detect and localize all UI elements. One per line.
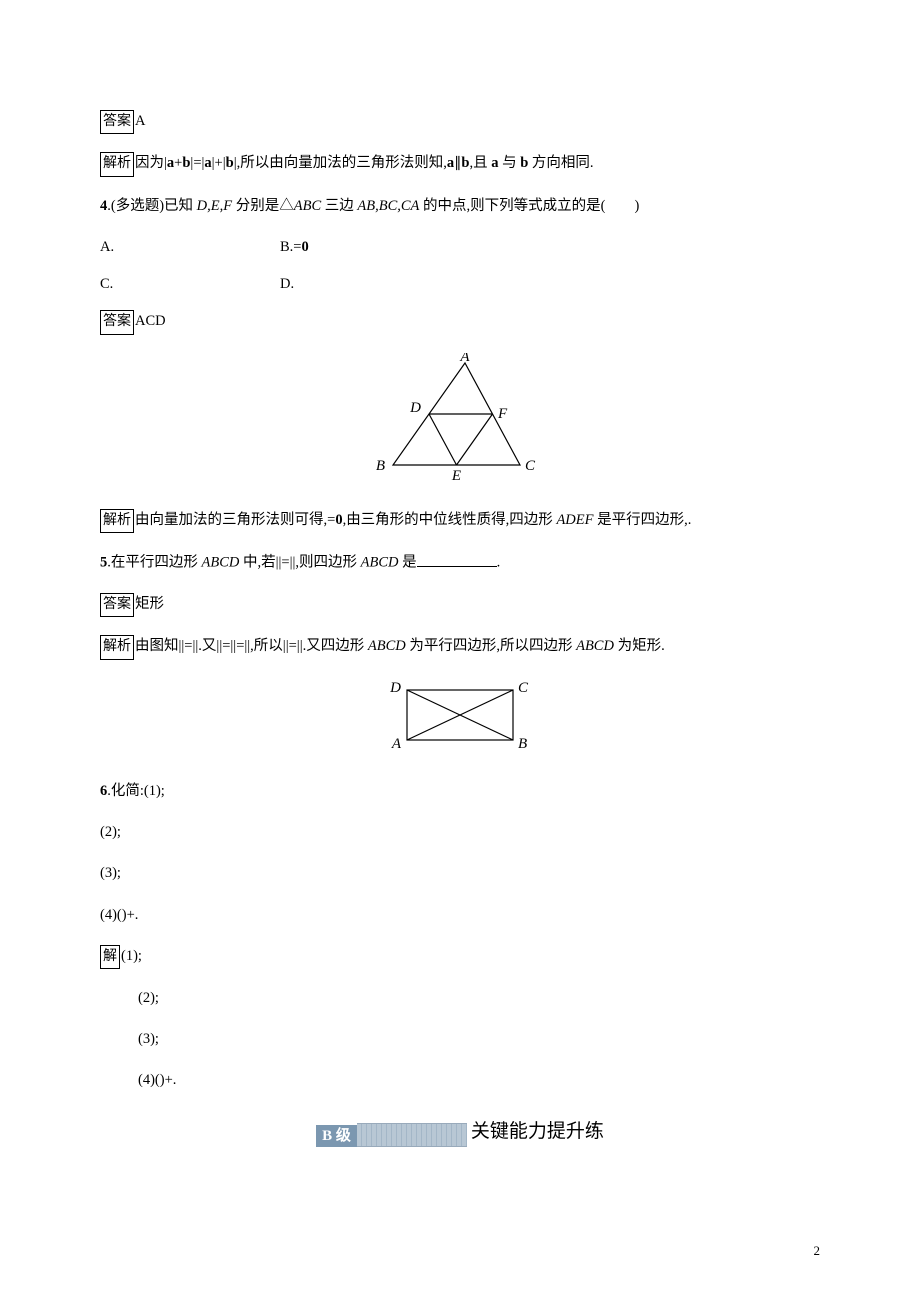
section-b-title: 关键能力提升练 xyxy=(471,1117,604,1147)
q4-answer: 答案ACD xyxy=(100,310,820,334)
q3-answer-text: A xyxy=(135,113,145,129)
label-explain: 解析 xyxy=(100,509,134,533)
label-solve: 解 xyxy=(100,945,120,969)
svg-text:A: A xyxy=(391,736,402,752)
section-b-badge: B 级 xyxy=(316,1125,357,1147)
q6-solve-3: (3); xyxy=(100,1028,820,1051)
svg-text:B: B xyxy=(376,458,385,474)
svg-text:A: A xyxy=(459,353,470,365)
q4-option-c: C. xyxy=(100,273,280,296)
section-b-decor xyxy=(357,1123,467,1147)
q6-p2: (2); xyxy=(100,821,820,844)
q6-p4: (4)()+. xyxy=(100,904,820,927)
q4-options-row2: C. D. xyxy=(100,273,820,296)
section-b-divider: B 级 关键能力提升练 xyxy=(100,1117,820,1147)
q5-explain: 解析由图知||=||.又||=||=||,所以||=||.又四边形 ABCD 为… xyxy=(100,635,820,659)
q4-option-b: B.=0 xyxy=(280,236,820,259)
q5-figure: D C A B xyxy=(100,678,820,762)
label-explain: 解析 xyxy=(100,635,134,659)
q4-options-row1: A. B.=0 xyxy=(100,236,820,259)
q6-p3: (3); xyxy=(100,862,820,885)
q3-answer: 答案A xyxy=(100,110,820,134)
label-answer: 答案 xyxy=(100,110,134,134)
svg-text:F: F xyxy=(497,406,508,422)
q4-explain: 解析由向量加法的三角形法则可得,=0,由三角形的中位线性质得,四边形 ADEF … xyxy=(100,509,820,533)
q5-stem: 5.在平行四边形 ABCD 中,若||=||,则四边形 ABCD 是. xyxy=(100,551,820,575)
svg-text:E: E xyxy=(451,468,461,483)
q4-option-d: D. xyxy=(280,273,820,296)
q4-option-a: A. xyxy=(100,236,280,259)
label-answer: 答案 xyxy=(100,593,134,617)
svg-text:B: B xyxy=(518,736,527,752)
q5-answer-text: 矩形 xyxy=(135,596,164,612)
page-number: 2 xyxy=(814,1241,821,1262)
q6-solve-2: (2); xyxy=(100,987,820,1010)
q4-stem: 4.(多选题)已知 D,E,F 分别是△ABC 三边 AB,BC,CA 的中点,… xyxy=(100,195,820,218)
q3-explain: 解析因为|a+b|=|a|+|b|,所以由向量加法的三角形法则知,a∥b,且 a… xyxy=(100,152,820,176)
svg-text:C: C xyxy=(518,680,529,696)
q4-answer-text: ACD xyxy=(135,313,166,329)
q5-answer: 答案矩形 xyxy=(100,593,820,617)
q6-solve-4: (4)()+. xyxy=(100,1069,820,1092)
section-b-strip: B 级 xyxy=(316,1121,467,1147)
label-explain: 解析 xyxy=(100,152,134,176)
q4-figure: A B C D E F xyxy=(100,353,820,491)
q5-blank xyxy=(417,551,497,567)
svg-text:D: D xyxy=(409,400,421,416)
svg-text:D: D xyxy=(389,680,401,696)
label-answer: 答案 xyxy=(100,310,134,334)
q6-solve-1: 解(1); xyxy=(100,945,820,969)
q6-stem: 6.化简:(1); xyxy=(100,780,820,803)
svg-text:C: C xyxy=(525,458,536,474)
